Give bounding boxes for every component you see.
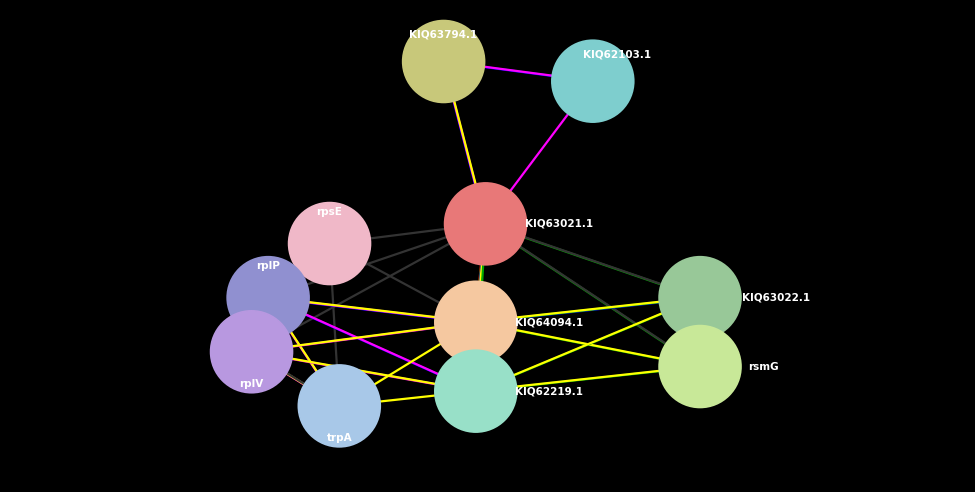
Ellipse shape xyxy=(211,311,292,393)
Text: KIQ64094.1: KIQ64094.1 xyxy=(515,317,583,327)
Ellipse shape xyxy=(659,326,741,407)
Ellipse shape xyxy=(435,281,517,363)
Text: KIQ63794.1: KIQ63794.1 xyxy=(410,30,478,39)
Text: rplV: rplV xyxy=(240,379,263,389)
Text: rplP: rplP xyxy=(256,261,280,271)
Text: KIQ63021.1: KIQ63021.1 xyxy=(525,219,593,229)
Ellipse shape xyxy=(435,350,517,432)
Text: KIQ62219.1: KIQ62219.1 xyxy=(515,386,583,396)
Ellipse shape xyxy=(298,365,380,447)
Ellipse shape xyxy=(552,40,634,122)
Ellipse shape xyxy=(445,183,526,265)
Ellipse shape xyxy=(403,21,485,102)
Text: rpsE: rpsE xyxy=(317,207,342,216)
Text: rsmG: rsmG xyxy=(748,362,779,371)
Text: KIQ62103.1: KIQ62103.1 xyxy=(583,49,651,59)
Ellipse shape xyxy=(659,257,741,338)
Ellipse shape xyxy=(289,203,370,284)
Ellipse shape xyxy=(227,257,309,338)
Text: KIQ63022.1: KIQ63022.1 xyxy=(742,293,810,303)
Text: trpA: trpA xyxy=(327,433,352,443)
